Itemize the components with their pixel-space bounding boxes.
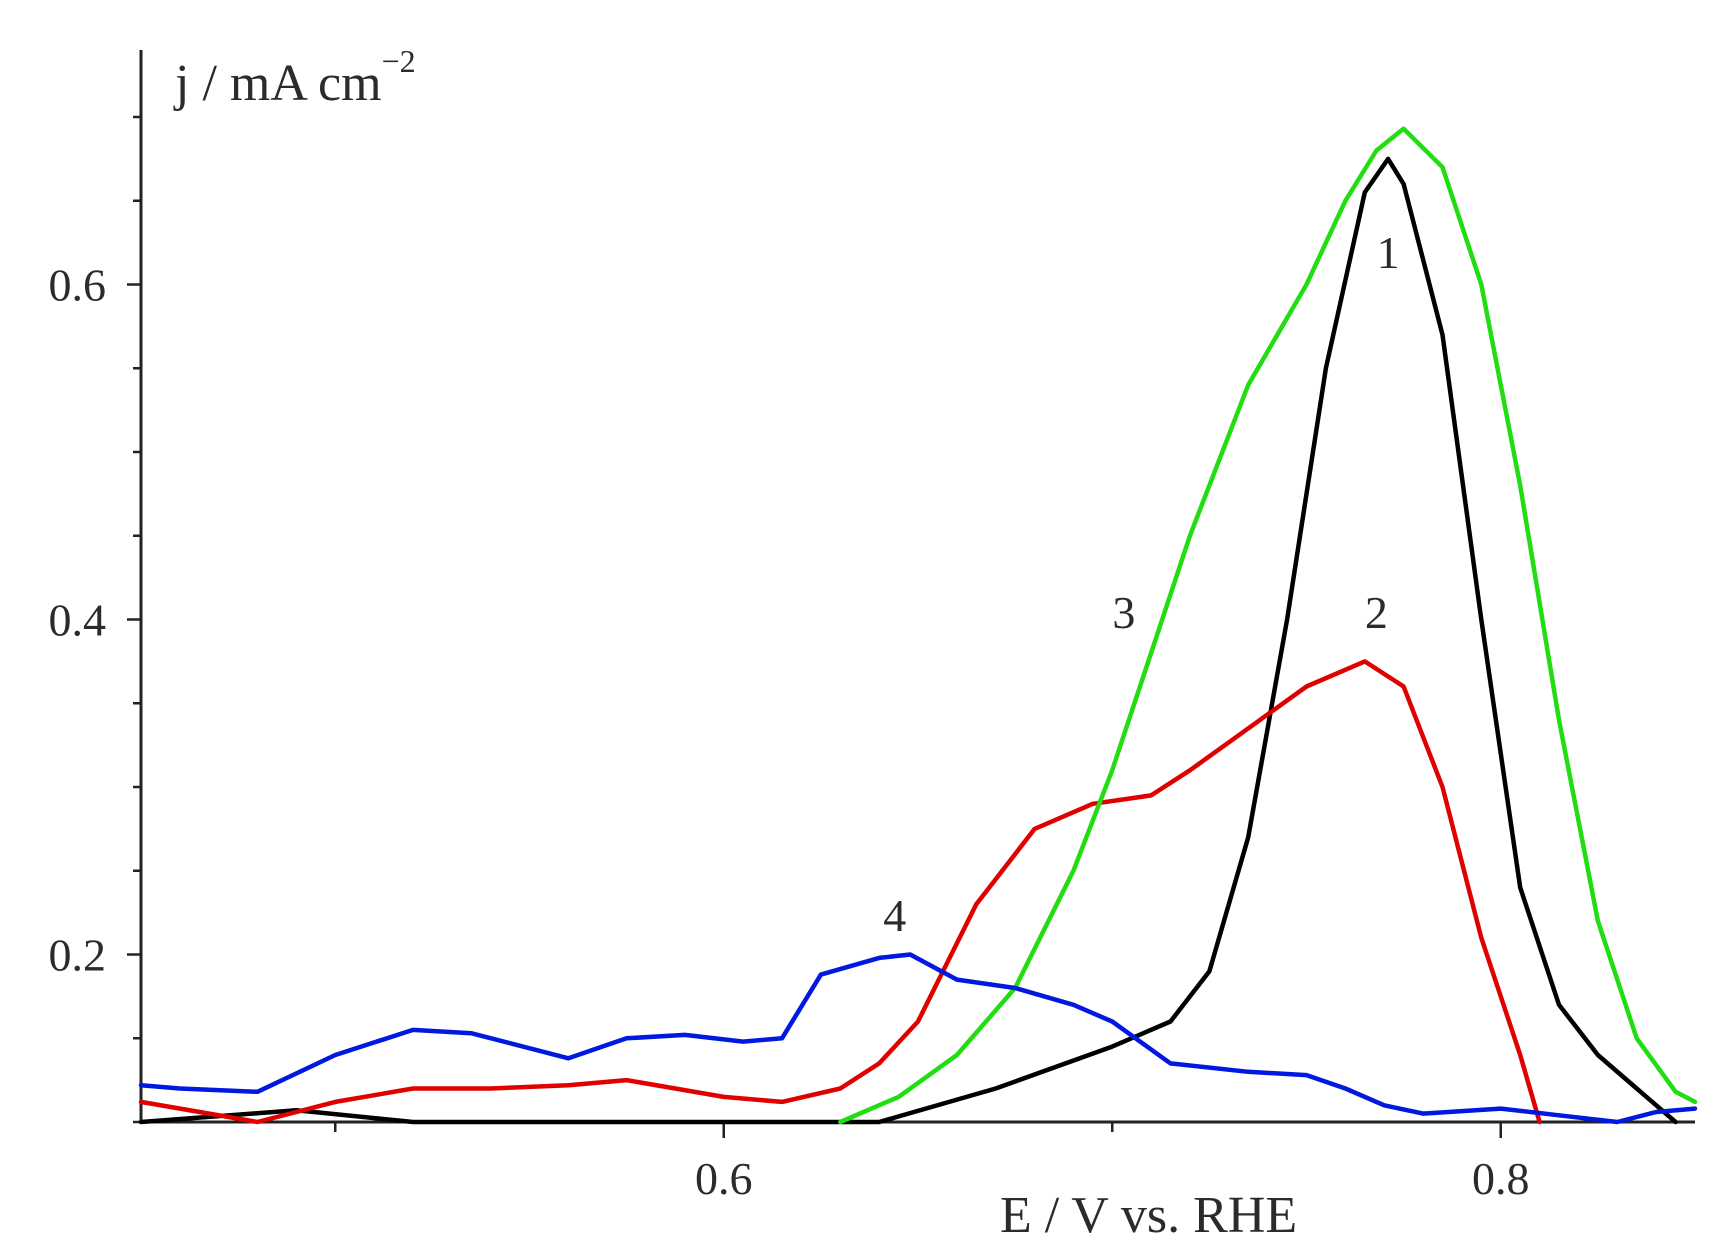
y-axis-title-text: j / mA cm (173, 55, 382, 112)
series-line-3 (838, 126, 1698, 1125)
curve-label-4: 4 (883, 890, 906, 941)
ticks: 0.6 0.8 0.2 0.4 0.6 (49, 115, 1530, 1204)
labels-group: j / mA cm−2 E / V vs. RHE 1 2 3 4 (173, 43, 1400, 1244)
y-tick-label-0: 0.2 (49, 930, 107, 981)
y-axis-title-superscript: −2 (382, 43, 416, 79)
series-line-1 (138, 156, 1678, 1125)
x-axis-title: E / V vs. RHE (1000, 1187, 1297, 1244)
series-line-4 (138, 952, 1698, 1125)
y-tick-label-2: 0.6 (49, 260, 107, 311)
curve-label-1: 1 (1377, 227, 1400, 278)
x-tick-label-1: 0.8 (1472, 1153, 1530, 1204)
curve-label-2: 2 (1365, 587, 1388, 638)
series-line-2 (138, 659, 1542, 1125)
y-axis-title: j / mA cm−2 (173, 43, 416, 112)
x-tick-label-0: 0.6 (695, 1153, 753, 1204)
curve-label-3: 3 (1112, 587, 1135, 638)
y-tick-label-1: 0.4 (49, 595, 107, 646)
series-group (138, 126, 1698, 1125)
